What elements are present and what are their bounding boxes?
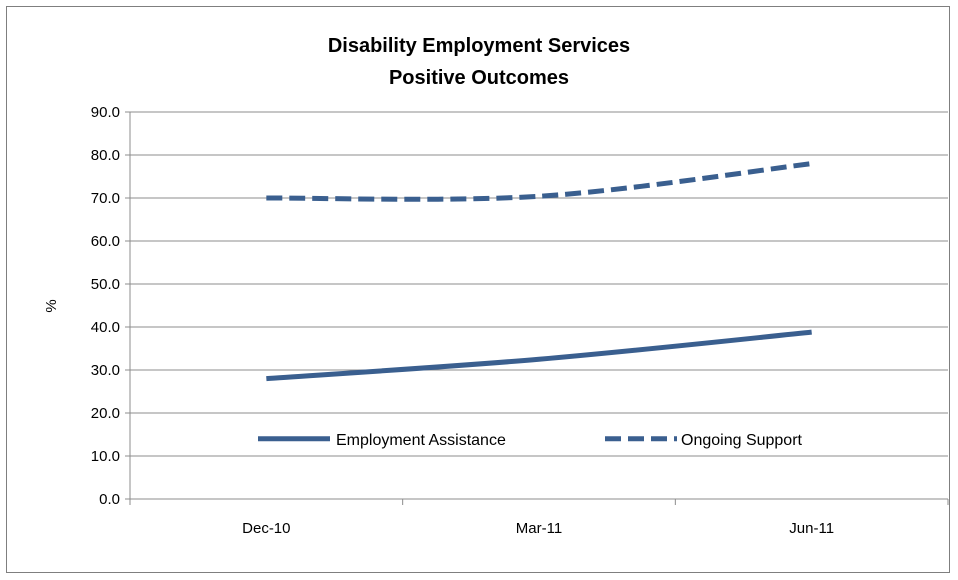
series-lines bbox=[266, 161, 812, 382]
axes bbox=[125, 111, 949, 505]
y-tick-label: 30.0 bbox=[91, 362, 120, 379]
gridlines bbox=[130, 111, 948, 457]
y-tick-label: 90.0 bbox=[91, 104, 120, 121]
y-tick-label: 40.0 bbox=[91, 319, 120, 336]
tick-labels: 0.0 10.0 20.0 30.0 40.0 50.0 60.0 70.0 80.0 90.0 D… bbox=[91, 104, 834, 537]
x-tick-label: Mar-11 bbox=[516, 520, 562, 537]
x-tick-label: Jun-11 bbox=[789, 520, 834, 537]
x-tick-label: Dec-10 bbox=[242, 520, 290, 537]
chart-title-line-2: Positive Outcomes bbox=[389, 67, 569, 89]
chart-title-line-1: Disability Employment Services bbox=[328, 35, 630, 57]
y-tick-label: 0.0 bbox=[99, 491, 120, 508]
legend-label-1: Employment Assistance bbox=[336, 432, 506, 449]
y-tick-label: 60.0 bbox=[91, 233, 120, 250]
series-line-2 bbox=[266, 161, 812, 202]
series-line-1 bbox=[266, 329, 812, 382]
y-tick-label: 20.0 bbox=[91, 405, 120, 422]
legend: Employment Assistance Ongoing Support bbox=[258, 432, 803, 449]
y-tick-label: 10.0 bbox=[91, 448, 120, 465]
legend-label-2: Ongoing Support bbox=[681, 432, 803, 449]
y-tick-label: 80.0 bbox=[91, 147, 120, 164]
chart-frame bbox=[6, 6, 950, 573]
y-tick-label: 70.0 bbox=[91, 190, 120, 207]
y-tick-label: 50.0 bbox=[91, 276, 120, 293]
y-axis-title: % bbox=[43, 299, 60, 312]
